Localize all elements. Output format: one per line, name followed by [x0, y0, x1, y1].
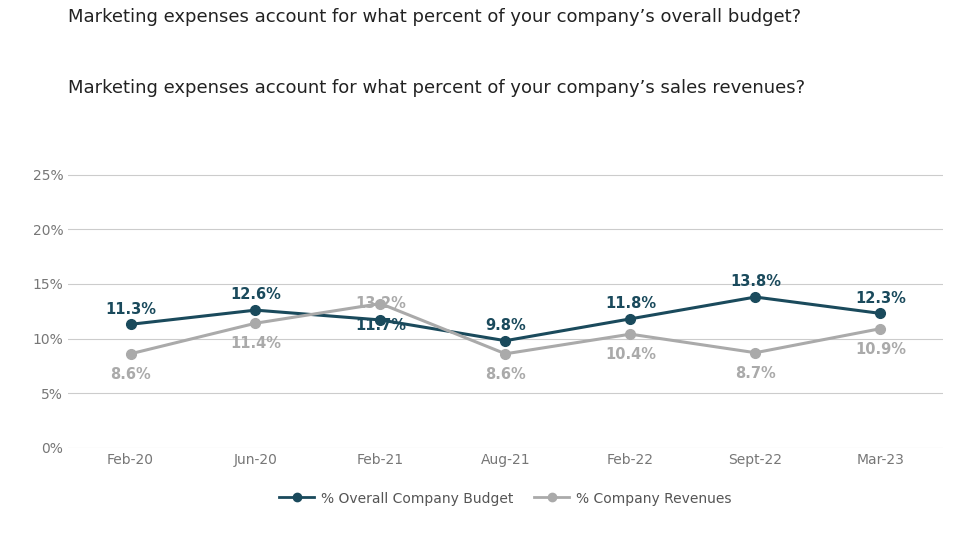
Text: Marketing expenses account for what percent of your company’s sales revenues?: Marketing expenses account for what perc…	[68, 79, 805, 97]
Text: 9.8%: 9.8%	[485, 318, 526, 333]
Text: 11.7%: 11.7%	[355, 318, 406, 333]
Text: 11.3%: 11.3%	[105, 302, 156, 317]
Text: 13.8%: 13.8%	[730, 275, 781, 289]
Text: 11.4%: 11.4%	[230, 336, 281, 351]
Text: 10.4%: 10.4%	[605, 347, 656, 362]
Text: 10.9%: 10.9%	[854, 342, 906, 357]
Text: 8.6%: 8.6%	[485, 367, 526, 382]
Text: 12.3%: 12.3%	[855, 291, 906, 306]
Text: 13.2%: 13.2%	[355, 296, 406, 311]
Text: 11.8%: 11.8%	[605, 296, 656, 311]
Text: 8.6%: 8.6%	[110, 367, 151, 382]
Text: Marketing expenses account for what percent of your company’s overall budget?: Marketing expenses account for what perc…	[68, 8, 801, 26]
Text: 12.6%: 12.6%	[230, 288, 281, 302]
Text: 8.7%: 8.7%	[735, 366, 776, 381]
Legend: % Overall Company Budget, % Company Revenues: % Overall Company Budget, % Company Reve…	[279, 491, 732, 506]
